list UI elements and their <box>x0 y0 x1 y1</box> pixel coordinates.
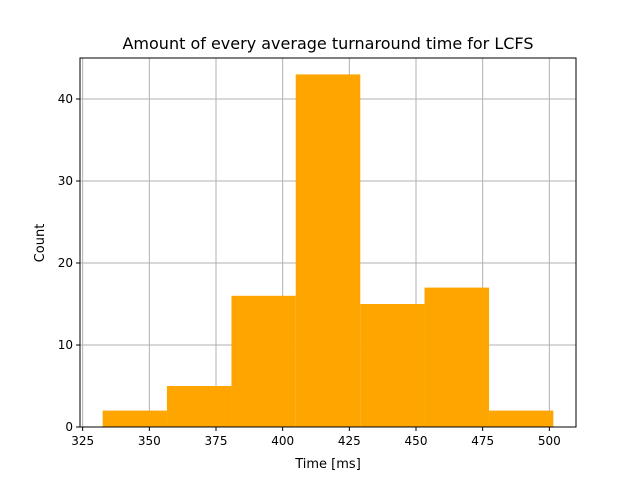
ticks: 325 350 375 400 425 450 475 500 0 10 20 30 40 <box>58 92 561 448</box>
y-tick-label-1: 10 <box>58 338 73 352</box>
histogram-bar-0 <box>102 410 167 427</box>
y-axis-label: Count <box>33 224 48 263</box>
x-tick-label-6: 475 <box>471 434 494 448</box>
x-tick-label-0: 325 <box>71 434 94 448</box>
bars <box>102 74 554 428</box>
x-axis-label: Time [ms] <box>294 457 361 472</box>
x-tick-label-1: 350 <box>138 434 161 448</box>
histogram-bar-2 <box>231 295 296 427</box>
x-tick-label-5: 450 <box>405 434 428 448</box>
x-tick-label-2: 375 <box>205 434 228 448</box>
y-tick-label-2: 20 <box>58 256 73 270</box>
y-tick-label-3: 30 <box>58 174 73 188</box>
histogram-bar-6 <box>489 410 554 427</box>
histogram-bar-5 <box>424 287 490 427</box>
x-tick-label-3: 400 <box>271 434 294 448</box>
plot-frame <box>79 57 577 428</box>
x-tick-label-4: 425 <box>338 434 361 448</box>
histogram-bar-4 <box>360 304 425 427</box>
chart-title: Amount of every average turnaround time … <box>122 34 533 53</box>
histogram-bar-3 <box>295 74 361 428</box>
x-tick-label-7: 500 <box>538 434 561 448</box>
y-tick-label-0: 0 <box>65 420 73 434</box>
y-tick-label-4: 40 <box>58 92 73 106</box>
histogram-bar-1 <box>166 386 232 427</box>
